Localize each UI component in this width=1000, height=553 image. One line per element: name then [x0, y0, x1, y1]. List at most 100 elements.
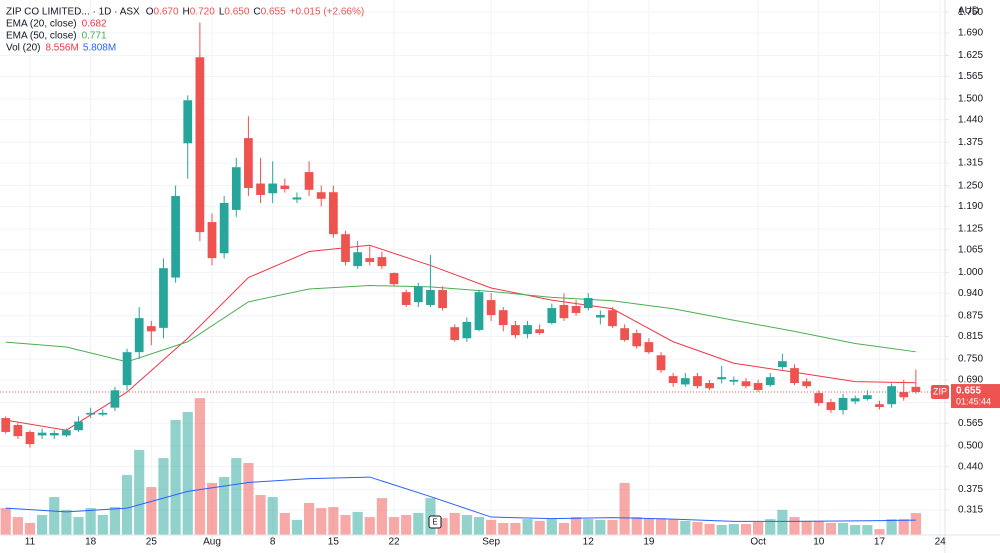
candle-body — [632, 333, 642, 347]
candle-body — [122, 352, 132, 386]
y-tick-label: 1.065 — [958, 244, 983, 255]
volume-bar — [12, 517, 23, 535]
volume-bar — [643, 518, 654, 535]
volume-bar — [158, 458, 169, 535]
volume-bar — [486, 519, 497, 535]
volume-bar — [668, 519, 679, 535]
volume-bar — [740, 523, 752, 535]
indicator-name: EMA (20, close) — [6, 19, 77, 30]
y-tick-label: 1.190 — [958, 201, 983, 212]
y-tick-label: 0.940 — [958, 288, 983, 299]
candle-body — [765, 377, 775, 386]
ohlc-label: L — [219, 7, 225, 18]
candle-body — [838, 397, 848, 411]
candle-body — [316, 192, 326, 199]
volume-layer — [0, 398, 921, 535]
candle-body — [207, 222, 217, 259]
y-tick-label: 1.565 — [958, 71, 983, 82]
y-tick-label: 0.440 — [958, 461, 983, 472]
volume-bar — [558, 522, 570, 535]
x-tick-label: 11 — [25, 537, 36, 548]
candle-body — [802, 381, 812, 387]
volume-bar — [862, 525, 873, 535]
candle-body — [862, 395, 872, 399]
legend: ZIP CO LIMITED... · 1D · ASX O 0.670 H 0.720… — [6, 7, 364, 54]
candle-body — [62, 430, 71, 436]
candle-body — [304, 172, 314, 190]
volume-bar — [279, 512, 290, 535]
volume-bar — [49, 497, 60, 535]
ohlc-value: 0.650 — [224, 7, 249, 18]
volume-bar — [449, 512, 460, 535]
candle-body — [668, 376, 678, 384]
y-tick-label: 0.875 — [958, 310, 983, 321]
volume-bar — [0, 508, 11, 535]
candle-layer — [1, 22, 921, 448]
candle-body — [826, 402, 836, 411]
candle-body — [377, 257, 387, 267]
volume-bar — [910, 513, 921, 535]
x-tick-label: 12 — [583, 537, 595, 548]
x-tick-label: 8 — [270, 537, 276, 548]
candle-body — [875, 404, 884, 407]
candle-body — [462, 321, 472, 339]
change: +0.015 (+2.66%) — [290, 7, 365, 18]
y-tick-label: 0.815 — [958, 331, 983, 342]
candle-body — [656, 355, 666, 371]
candle-body — [49, 432, 59, 436]
candle-body — [608, 310, 617, 327]
volume-bar — [37, 515, 48, 535]
candle-body — [37, 432, 47, 436]
candle-body — [741, 381, 751, 387]
volume-bar — [388, 517, 400, 535]
x-tick-label: 17 — [874, 537, 886, 548]
volume-bar — [97, 515, 108, 535]
volume-bar — [109, 507, 121, 535]
volume-bar — [570, 517, 582, 535]
candle-body — [256, 183, 265, 195]
volume-bar — [194, 398, 205, 535]
volume-bar — [619, 482, 630, 535]
x-tick-label: 24 — [935, 537, 947, 548]
volume-bar — [716, 525, 727, 535]
volume-bar — [134, 449, 145, 535]
candle-body — [25, 431, 35, 445]
y-tick-label: 1.500 — [958, 94, 983, 105]
x-tick-label: 15 — [328, 537, 340, 548]
ohlc-label: C — [253, 7, 260, 18]
candle-body — [511, 325, 520, 336]
candle-body — [74, 421, 83, 431]
grid — [0, 0, 945, 535]
volume-bar — [219, 477, 230, 535]
y-tick-label: 0.315 — [958, 505, 983, 516]
candle-body — [705, 383, 714, 389]
volume-bar — [510, 522, 521, 535]
x-tick-label: Sep — [482, 537, 500, 548]
y-tick-label: 0.750 — [958, 354, 983, 365]
volume-bar — [61, 509, 72, 535]
volume-bar — [765, 519, 776, 535]
volume-bar — [680, 520, 691, 535]
candle-body — [778, 361, 787, 368]
x-tick-label: 25 — [146, 537, 158, 548]
candle-body — [426, 290, 435, 305]
indicator-layer — [0, 244, 945, 431]
volume-bar — [73, 517, 84, 535]
volume-bar — [364, 517, 375, 535]
volume-bar — [837, 522, 849, 535]
volume-bar — [376, 498, 388, 535]
candle-body — [401, 292, 411, 305]
candle-body — [231, 167, 241, 210]
candle-body — [583, 298, 593, 309]
ohlc-value: 0.720 — [190, 7, 215, 18]
candle-body — [547, 308, 557, 324]
candle-body — [717, 377, 727, 380]
volume-bar — [182, 411, 193, 535]
volume-bar — [24, 522, 36, 535]
volume-bar — [498, 522, 509, 535]
volume-bar — [704, 523, 715, 535]
candle-body — [183, 100, 193, 144]
volume-bar — [825, 522, 837, 535]
volume-bar — [583, 519, 594, 535]
